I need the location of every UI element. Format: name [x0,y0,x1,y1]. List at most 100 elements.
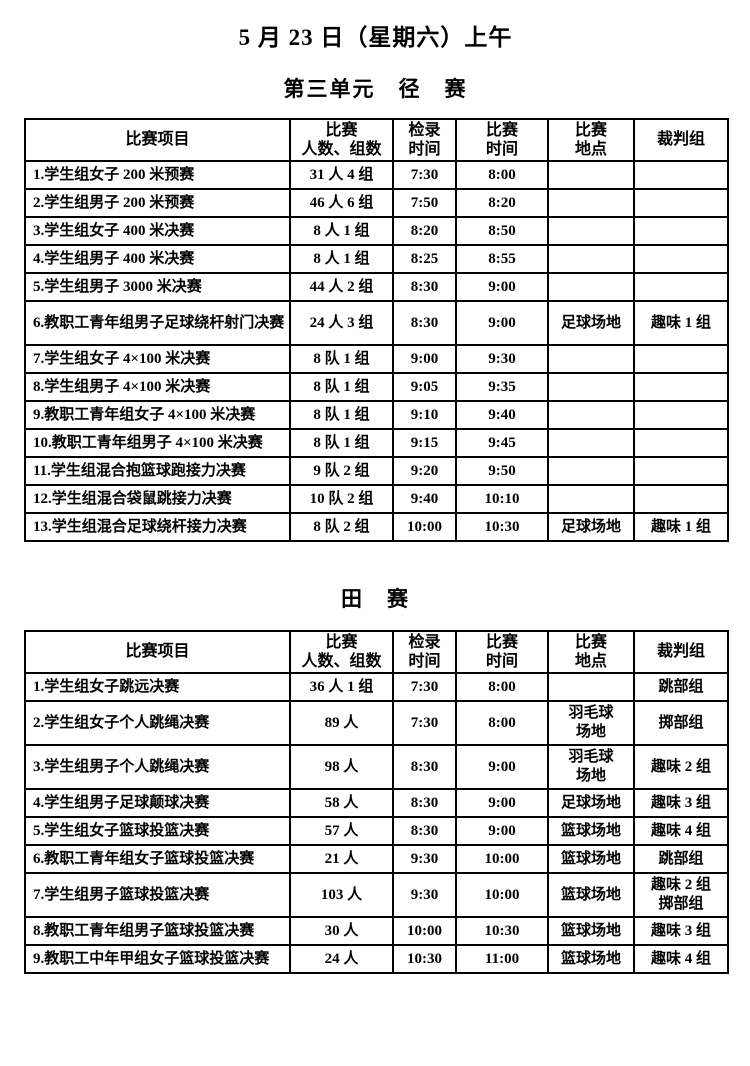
column-header: 比赛 地点 [547,630,635,674]
judges-cell: 趣味 1 组 [633,300,729,346]
checkin-time-cell: 9:05 [392,372,457,402]
event-name-cell: 4.学生组男子足球颠球决赛 [24,788,291,818]
event-row: 7.学生组女子 4×100 米决赛 8 队 1 组 9:00 9:30 [24,344,729,374]
checkin-time-cell: 9:30 [392,872,457,918]
participants-cell: 8 队 2 组 [289,512,394,542]
participants-cell: 57 人 [289,816,394,846]
participants-cell: 36 人 1 组 [289,672,394,702]
venue-cell: 篮球场地 [547,916,635,946]
judges-cell [633,484,729,514]
checkin-time-cell: 10:30 [392,944,457,974]
participants-cell: 8 人 1 组 [289,216,394,246]
participants-cell: 31 人 4 组 [289,160,394,190]
checkin-time-cell: 7:30 [392,672,457,702]
column-header: 比赛 人数、组数 [289,630,394,674]
race-time-cell: 10:30 [455,916,549,946]
judges-cell: 趣味 2 组 掷部组 [633,872,729,918]
judges-cell: 趣味 1 组 [633,512,729,542]
column-header: 比赛 人数、组数 [289,118,394,162]
participants-cell: 8 队 1 组 [289,428,394,458]
participants-cell: 24 人 3 组 [289,300,394,346]
participants-cell: 103 人 [289,872,394,918]
checkin-time-cell: 8:30 [392,744,457,790]
checkin-time-cell: 9:10 [392,400,457,430]
venue-cell [547,484,635,514]
event-name-cell: 12.学生组混合袋鼠跳接力决赛 [24,484,291,514]
event-name-cell: 3.学生组女子 400 米决赛 [24,216,291,246]
race-time-cell: 8:00 [455,160,549,190]
judges-cell [633,216,729,246]
venue-cell [547,672,635,702]
event-name-cell: 8.教职工青年组男子篮球投篮决赛 [24,916,291,946]
event-name-cell: 7.学生组女子 4×100 米决赛 [24,344,291,374]
event-name-cell: 6.教职工青年组女子篮球投篮决赛 [24,844,291,874]
participants-cell: 30 人 [289,916,394,946]
event-row: 9.教职工中年甲组女子篮球投篮决赛 24 人 10:30 11:00 篮球场地 趣味 4 … [24,944,729,974]
checkin-time-cell: 8:30 [392,272,457,302]
venue-cell: 足球场地 [547,512,635,542]
event-name-cell: 4.学生组男子 400 米决赛 [24,244,291,274]
event-row: 11.学生组混合抱篮球跑接力决赛 9 队 2 组 9:20 9:50 [24,456,729,486]
race-time-cell: 10:10 [455,484,549,514]
track-table-body: 1.学生组女子 200 米预赛 31 人 4 组 7:30 8:00 2.学生组男子 2… [24,160,729,542]
event-row: 1.学生组女子跳远决赛 36 人 1 组 7:30 8:00 跳部组 [24,672,729,702]
column-header: 比赛 时间 [455,630,549,674]
event-name-cell: 10.教职工青年组男子 4×100 米决赛 [24,428,291,458]
field-section-title: 田 赛 [341,587,410,611]
event-name-cell: 1.学生组女子 200 米预赛 [24,160,291,190]
event-name-cell: 2.学生组女子个人跳绳决赛 [24,700,291,746]
track-events-table: 比赛项目 比赛 人数、组数 检录 时间 比赛 时间 比赛 地点 裁判组 1.学生组女子 2… [24,118,729,542]
judges-cell [633,272,729,302]
event-name-cell: 1.学生组女子跳远决赛 [24,672,291,702]
race-time-cell: 11:00 [455,944,549,974]
judges-cell [633,244,729,274]
participants-cell: 10 队 2 组 [289,484,394,514]
field-table-body: 1.学生组女子跳远决赛 36 人 1 组 7:30 8:00 跳部组 2.学生组女子个人跳… [24,672,729,974]
date-title: 5 月 23 日（星期六）上午 [238,25,513,50]
participants-cell: 8 人 1 组 [289,244,394,274]
checkin-time-cell: 9:40 [392,484,457,514]
race-time-cell: 8:20 [455,188,549,218]
judges-cell: 跳部组 [633,672,729,702]
checkin-time-cell: 8:30 [392,816,457,846]
column-header: 检录 时间 [392,118,457,162]
event-name-cell: 9.教职工青年组女子 4×100 米决赛 [24,400,291,430]
checkin-time-cell: 7:50 [392,188,457,218]
checkin-time-cell: 7:30 [392,700,457,746]
event-row: 7.学生组男子篮球投篮决赛 103 人 9:30 10:00 篮球场地 趣味 2 组 掷部… [24,872,729,918]
track-section-title: 第三单元 径 赛 [283,77,468,101]
judges-cell [633,400,729,430]
event-row: 8.学生组男子 4×100 米决赛 8 队 1 组 9:05 9:35 [24,372,729,402]
event-name-cell: 3.学生组男子个人跳绳决赛 [24,744,291,790]
event-row: 6.教职工青年组男子足球绕杆射门决赛 24 人 3 组 8:30 9:00 足球场地 趣味… [24,300,729,346]
race-time-cell: 9:35 [455,372,549,402]
event-row: 13.学生组混合足球绕杆接力决赛 8 队 2 组 10:00 10:30 足球场地 趣味 … [24,512,729,542]
venue-cell: 足球场地 [547,300,635,346]
venue-cell [547,372,635,402]
event-row: 9.教职工青年组女子 4×100 米决赛 8 队 1 组 9:10 9:40 [24,400,729,430]
event-name-cell: 11.学生组混合抱篮球跑接力决赛 [24,456,291,486]
judges-cell: 趣味 3 组 [633,916,729,946]
venue-cell [547,456,635,486]
race-time-cell: 8:55 [455,244,549,274]
participants-cell: 58 人 [289,788,394,818]
race-time-cell: 8:00 [455,672,549,702]
race-time-cell: 9:40 [455,400,549,430]
participants-cell: 89 人 [289,700,394,746]
event-row: 3.学生组女子 400 米决赛 8 人 1 组 8:20 8:50 [24,216,729,246]
race-time-cell: 9:50 [455,456,549,486]
race-time-cell: 10:00 [455,844,549,874]
judges-cell [633,188,729,218]
judges-cell: 趣味 4 组 [633,816,729,846]
column-header: 比赛项目 [24,630,291,674]
judges-cell [633,344,729,374]
judges-cell [633,372,729,402]
header-row: 比赛项目 比赛 人数、组数 检录 时间 比赛 时间 比赛 地点 裁判组 [24,118,729,162]
judges-cell [633,160,729,190]
checkin-time-cell: 8:25 [392,244,457,274]
column-header: 比赛 地点 [547,118,635,162]
participants-cell: 8 队 1 组 [289,372,394,402]
participants-cell: 21 人 [289,844,394,874]
venue-cell [547,188,635,218]
event-name-cell: 5.学生组女子篮球投篮决赛 [24,816,291,846]
